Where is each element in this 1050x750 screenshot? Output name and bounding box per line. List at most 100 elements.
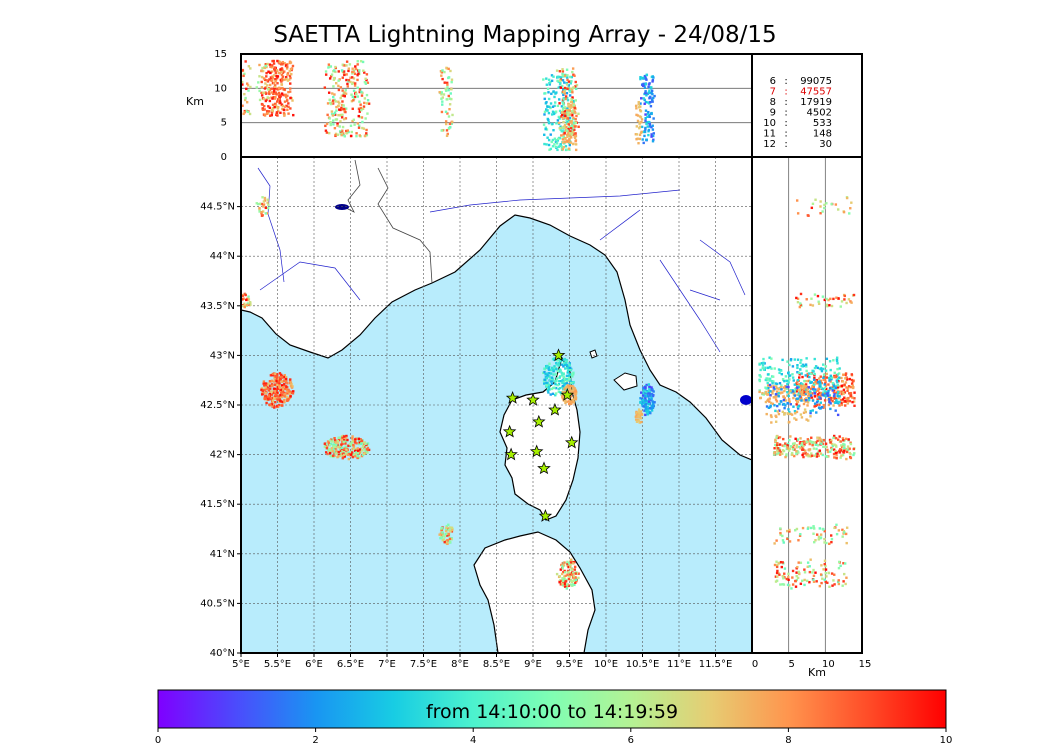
lightning-source-point — [365, 78, 368, 82]
lightning-source-point — [636, 114, 640, 117]
lightning-source-point — [280, 80, 283, 83]
lightning-source-point — [276, 382, 279, 385]
lightning-source-point — [837, 297, 840, 300]
lightning-source-point — [776, 448, 779, 451]
lightning-source-point — [261, 75, 264, 79]
lightning-source-point — [238, 77, 240, 79]
lightning-source-point — [834, 449, 837, 453]
lightning-source-point — [328, 450, 331, 453]
colorbar-tick-label: 8 — [785, 735, 791, 746]
lightning-source-point — [814, 539, 817, 542]
lightning-source-point — [799, 292, 803, 296]
lightning-source-point — [561, 126, 564, 129]
lightning-source-point — [797, 561, 800, 564]
lightning-source-point — [278, 372, 282, 375]
lightning-source-point — [545, 77, 548, 80]
lightning-source-point — [796, 397, 800, 400]
lightning-source-point — [791, 583, 795, 586]
lightning-source-point — [264, 212, 268, 215]
lightning-source-point — [801, 448, 805, 451]
lightning-source-point — [573, 110, 576, 113]
lightning-source-point — [851, 380, 855, 383]
lightning-source-point — [806, 527, 810, 530]
lightning-source-point — [644, 109, 648, 112]
lightning-source-point — [796, 576, 800, 580]
lightning-source-point — [333, 443, 336, 446]
lightning-source-point — [366, 446, 370, 450]
lightning-source-point — [785, 577, 788, 581]
lightning-source-point — [836, 373, 839, 376]
lightning-source-point — [643, 98, 646, 102]
lightning-source-point — [559, 583, 563, 586]
lightning-source-point — [547, 121, 551, 124]
lightning-source-point — [564, 106, 567, 109]
lightning-source-point — [560, 105, 564, 108]
lightning-source-point — [342, 107, 346, 111]
lightning-source-point — [835, 359, 839, 363]
lightning-source-point — [450, 122, 453, 125]
lightning-source-point — [264, 82, 267, 85]
lightning-source-point — [819, 573, 823, 576]
lightning-source-point — [361, 449, 364, 452]
lightning-source-point — [825, 303, 828, 307]
lightning-source-point — [653, 94, 656, 98]
lightning-source-point — [556, 79, 559, 83]
lightning-source-point — [775, 565, 779, 569]
lightning-source-point — [335, 109, 338, 112]
lightning-source-point — [351, 107, 354, 111]
lightning-source-point — [790, 413, 794, 416]
lightning-source-point — [814, 380, 818, 383]
lightning-source-point — [257, 81, 260, 84]
river-tiber — [659, 259, 721, 353]
lightning-source-point — [561, 577, 564, 580]
lightning-source-point — [776, 452, 779, 456]
lightning-source-point — [782, 398, 786, 402]
lightning-source-point — [555, 377, 559, 380]
lightning-source-point — [800, 393, 803, 396]
lightning-source-point — [365, 102, 369, 105]
lightning-source-point — [285, 385, 288, 389]
lightning-source-point — [825, 392, 828, 395]
lightning-source-point — [264, 64, 268, 68]
lightning-source-point — [356, 78, 359, 82]
lightning-source-point — [776, 450, 779, 453]
lightning-source-point — [829, 402, 832, 405]
lightning-source-point — [269, 76, 273, 79]
lightning-source-point — [567, 574, 570, 578]
lightning-source-point — [547, 138, 551, 142]
lightning-source-point — [553, 137, 557, 140]
lightning-source-point — [341, 125, 345, 129]
lightning-source-point — [848, 399, 852, 403]
lightning-source-point — [344, 110, 347, 114]
lightning-source-point — [791, 576, 794, 579]
lightning-source-point — [831, 386, 834, 389]
lightning-source-point — [638, 133, 642, 137]
lightning-source-point — [645, 138, 648, 142]
lightning-source-point — [839, 305, 842, 308]
lightning-source-point — [776, 436, 780, 440]
lightning-source-point — [638, 115, 642, 118]
lightning-source-point — [556, 76, 560, 79]
lightning-source-point — [836, 386, 840, 389]
lightning-source-point — [328, 448, 331, 451]
lightning-source-point — [567, 147, 571, 150]
lightning-source-point — [265, 71, 268, 75]
lightning-source-point — [280, 92, 284, 95]
lightning-source-point — [830, 439, 833, 442]
lightning-source-point — [802, 389, 806, 393]
lightning-source-point — [260, 91, 263, 94]
lightning-source-point — [439, 70, 443, 73]
lightning-source-point — [791, 376, 795, 379]
lightning-source-point — [543, 113, 546, 116]
lightning-source-point — [350, 134, 353, 138]
lightning-source-point — [804, 383, 808, 386]
lightning-source-point — [640, 118, 644, 121]
lightning-source-point — [651, 100, 654, 103]
lightning-source-point — [808, 580, 811, 584]
lightning-source-point — [823, 298, 826, 302]
lightning-source-point — [546, 87, 550, 91]
lightning-source-point — [800, 382, 804, 386]
lightning-source-point — [445, 134, 449, 138]
lightning-source-point — [270, 393, 274, 396]
lightning-source-point — [842, 210, 846, 214]
